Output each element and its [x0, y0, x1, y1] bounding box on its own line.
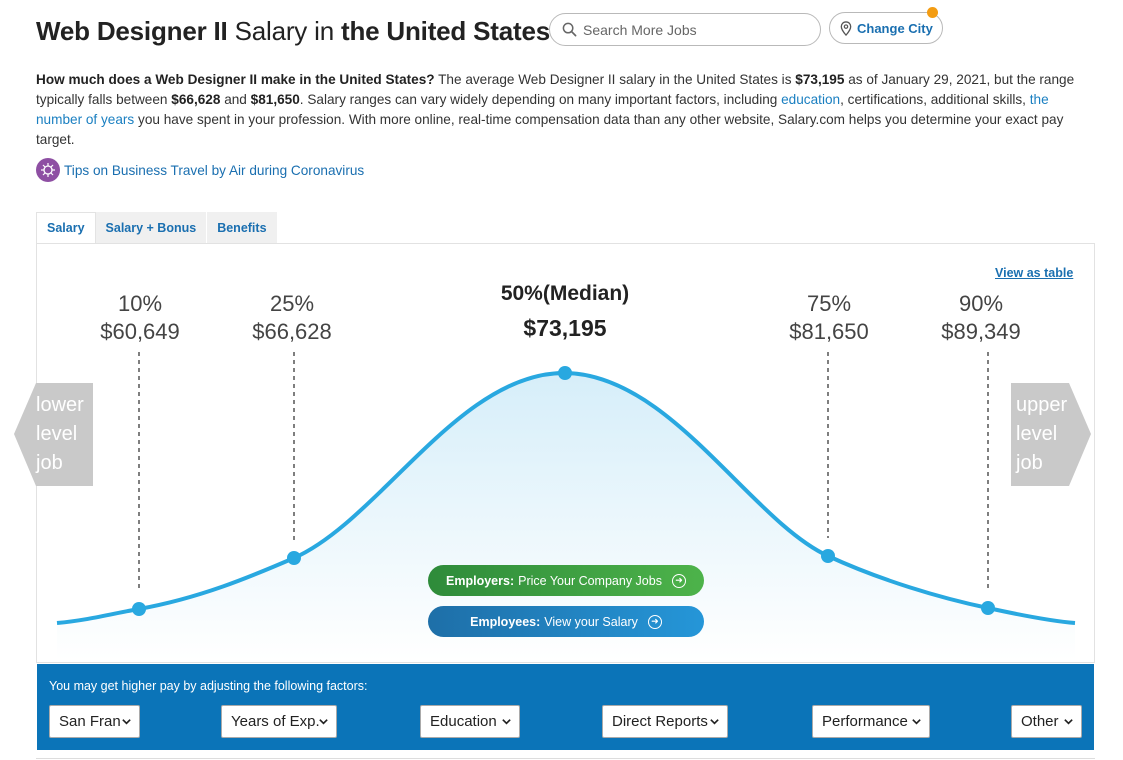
title-location: the United States: [341, 16, 550, 46]
desc-text: and: [224, 92, 247, 107]
years-link[interactable]: the number of years: [36, 92, 1049, 127]
percentile-label: 75%: [806, 291, 852, 316]
direct-reports-select[interactable]: Direct Reports: [602, 705, 728, 738]
percentile-value: $89,349: [941, 319, 1021, 344]
tips-link[interactable]: Tips on Business Travel by Air during Co…: [36, 158, 364, 182]
desc-text: as of January 29, 2021, but the range ty…: [36, 72, 1075, 107]
chevron-down-icon: [319, 719, 328, 725]
desc-text: . Salary ranges can vary widely dependin…: [299, 92, 778, 107]
factors-label: You may get higher pay by adjusting the …: [49, 679, 368, 693]
location-pin-icon: [840, 20, 852, 36]
arrow-right-icon: ➜: [647, 614, 662, 629]
percentile-90: 90% $89,349: [921, 290, 1041, 346]
desc-average: $73,195: [795, 72, 845, 87]
percentile-value: $66,628: [252, 319, 332, 344]
salary-tabs: Salary Salary + Bonus Benefits: [36, 212, 278, 243]
point-90: [981, 601, 995, 615]
upper-level-job-button[interactable]: upper level job: [1011, 383, 1091, 486]
percentile-label: 25%: [269, 291, 315, 316]
employees-text: View your Salary: [544, 614, 638, 629]
education-link[interactable]: education: [781, 92, 841, 107]
upper-text: job: [1016, 452, 1043, 474]
other-select[interactable]: Other: [1011, 705, 1082, 738]
percentile-value: $81,650: [789, 319, 869, 344]
years-of-exp-select[interactable]: Years of Exp.: [221, 705, 337, 738]
lower-level-job-button[interactable]: lower level job: [14, 383, 93, 486]
desc-text: The average Web Designer II salary in th…: [438, 72, 792, 87]
select-value: Years of Exp.: [231, 713, 320, 730]
employees-button[interactable]: Employees: View your Salary ➜: [428, 606, 704, 637]
notification-dot: [927, 7, 938, 18]
chevron-down-icon: [122, 719, 131, 725]
desc-text: you have spent in your profession. With …: [36, 112, 1064, 147]
select-value: Direct Reports: [612, 713, 708, 730]
search-box[interactable]: [549, 13, 821, 46]
page-title: Web Designer II Salary in the United Sta…: [36, 16, 550, 47]
employers-text: Price Your Company Jobs: [518, 573, 662, 588]
chevron-down-icon: [710, 719, 719, 725]
desc-low: $66,628: [171, 92, 221, 107]
percentile-value: $73,195: [523, 315, 607, 341]
salary-description: How much does a Web Designer II make in …: [36, 70, 1096, 150]
upper-text: upper: [1016, 394, 1068, 416]
employers-bold: Employers:: [446, 573, 515, 588]
desc-high: $81,650: [250, 92, 300, 107]
employers-button[interactable]: Employers: Price Your Company Jobs ➜: [428, 565, 704, 596]
point-10: [132, 602, 146, 616]
chevron-down-icon: [1064, 719, 1073, 725]
pay-factors-panel: You may get higher pay by adjusting the …: [37, 664, 1094, 750]
point-75: [821, 549, 835, 563]
lower-text: level: [36, 423, 78, 445]
percentile-25: 25% $66,628: [232, 290, 352, 346]
virus-icon: [36, 158, 60, 182]
tab-salary[interactable]: Salary: [36, 212, 96, 243]
percentile-guides: [138, 352, 989, 590]
lower-text: job: [36, 452, 63, 474]
percentile-10: 10% $60,649: [80, 290, 200, 346]
performance-select[interactable]: Performance: [812, 705, 930, 738]
lower-text: lower: [36, 394, 84, 416]
upper-text: level: [1016, 423, 1058, 445]
divider: [36, 758, 1095, 759]
percentile-label: 90%: [958, 291, 1004, 316]
chevron-down-icon: [912, 719, 921, 725]
title-role: Web Designer II: [36, 16, 228, 46]
select-value: Performance: [822, 713, 908, 730]
chevron-down-icon: [502, 719, 511, 725]
percentile-75: 75% $81,650: [769, 290, 889, 346]
point-50: [558, 366, 572, 380]
arrow-right-icon: ➜: [671, 573, 686, 588]
desc-question: How much does a Web Designer II make in …: [36, 72, 435, 87]
title-mid: Salary in: [234, 16, 335, 46]
select-value: San Fran: [59, 713, 121, 730]
percentile-label: 50%(Median): [500, 282, 630, 305]
percentile-value: $60,649: [100, 319, 180, 344]
location-select[interactable]: San Fran: [49, 705, 140, 738]
tips-link-label: Tips on Business Travel by Air during Co…: [64, 162, 365, 178]
search-icon: [562, 22, 577, 37]
change-city-button[interactable]: Change City: [829, 7, 943, 44]
percentile-label: 10%: [117, 291, 163, 316]
curve-fill: [57, 372, 1075, 660]
percentile-50-median: 50%(Median) $73,195: [485, 280, 645, 342]
left-arrow-shape: [14, 383, 93, 486]
tab-salary-bonus[interactable]: Salary + Bonus: [95, 212, 208, 243]
desc-text: , certifications, additional skills,: [840, 92, 1026, 107]
select-value: Education: [430, 713, 497, 730]
right-arrow-shape: [1011, 383, 1091, 486]
change-city-label: Change City: [857, 20, 933, 36]
tab-benefits[interactable]: Benefits: [207, 212, 278, 243]
point-25: [287, 551, 301, 565]
view-as-table-link[interactable]: View as table: [995, 266, 1074, 280]
select-value: Other: [1021, 713, 1059, 730]
search-input[interactable]: [583, 21, 803, 38]
education-select[interactable]: Education: [420, 705, 520, 738]
employees-bold: Employees:: [470, 614, 541, 629]
